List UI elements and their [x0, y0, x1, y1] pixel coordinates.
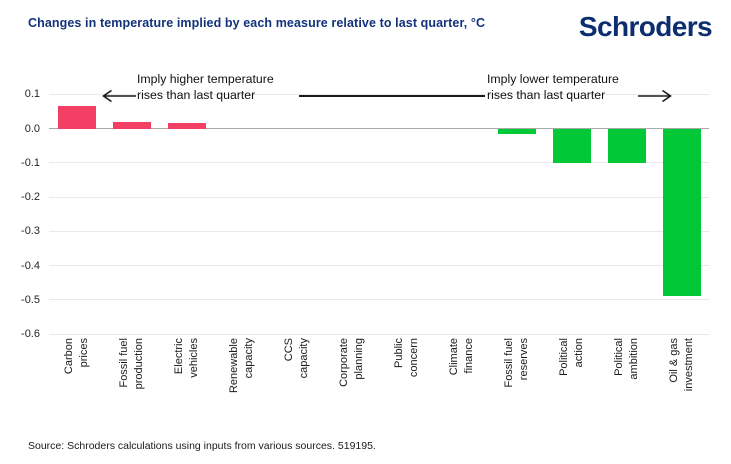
- chart-bar: [662, 128, 701, 297]
- chart-bar: [57, 106, 96, 129]
- gridline: [49, 196, 709, 198]
- chart-bar: [607, 128, 646, 163]
- x-axis-label: Fossil fuel production: [117, 338, 145, 390]
- annotation-connector-line: [299, 95, 485, 97]
- x-axis-label: Climate finance: [447, 338, 475, 376]
- gridline: [49, 299, 709, 301]
- left-arrow-icon: [102, 89, 136, 103]
- right-arrow-icon: [638, 89, 672, 103]
- gridline: [49, 162, 709, 164]
- x-axis-label: Renewable capacity: [227, 338, 255, 394]
- y-axis-tick-label: -0.3: [21, 225, 40, 238]
- y-axis-tick-label: -0.4: [21, 259, 40, 272]
- y-axis-tick-label: -0.6: [21, 328, 40, 340]
- annotation-lower-temperature: Imply lower temperature rises than last …: [487, 71, 619, 103]
- x-axis-label: Electric vehicles: [172, 338, 200, 378]
- gridline: [49, 93, 709, 95]
- y-axis-tick-label: 0.0: [24, 122, 40, 135]
- annotation-line: rises than last quarter: [487, 88, 606, 102]
- x-axis-label: Carbon prices: [62, 338, 90, 375]
- schroders-logo: Schroders: [578, 11, 713, 42]
- gridline: [49, 265, 709, 266]
- gridline: [49, 230, 709, 232]
- x-axis-label: Fossil fuel reserves: [502, 338, 530, 388]
- chart-bar: [552, 128, 591, 163]
- annotation-line: rises than last quarter: [137, 88, 256, 102]
- annotation-line: Imply higher temperature: [137, 72, 274, 86]
- source-note: Source: Schroders calculations using inp…: [28, 440, 376, 452]
- chart-bar: [497, 128, 536, 134]
- page-title: Changes in temperature implied by each m…: [28, 16, 486, 30]
- gridline: [49, 333, 709, 335]
- annotation-line: Imply lower temperature: [487, 72, 619, 86]
- zero-axis-line: [49, 127, 709, 130]
- chart-bar: [167, 123, 206, 129]
- x-axis-label: Oil & gas investment: [667, 338, 695, 392]
- x-axis-label: Political action: [557, 338, 585, 376]
- x-axis-label: CCS capacity: [282, 338, 310, 379]
- y-axis-tick-label: 0.1: [24, 88, 40, 101]
- x-axis-label: Public concern: [392, 338, 420, 378]
- annotation-higher-temperature: Imply higher temperature rises than last…: [137, 71, 274, 103]
- y-axis-tick-label: -0.5: [21, 293, 40, 306]
- x-axis-label: Corporate planning: [337, 338, 365, 387]
- y-axis-tick-label: -0.2: [21, 191, 40, 203]
- chart-bar: [112, 121, 151, 129]
- y-axis-tick-label: -0.1: [21, 156, 40, 169]
- x-axis-label: Political ambition: [612, 338, 640, 380]
